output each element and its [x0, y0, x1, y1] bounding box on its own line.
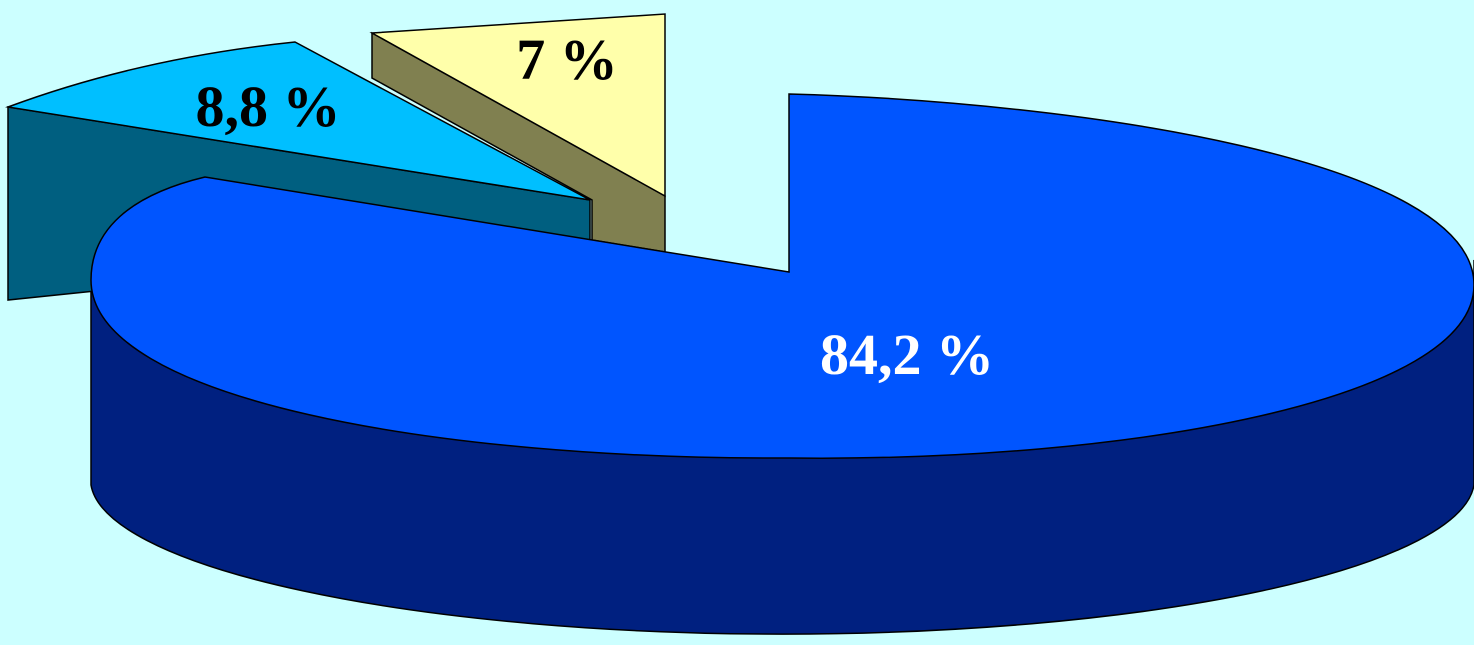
slice-label-medium: 8,8 % [196, 74, 341, 139]
slice-label-large: 84,2 % [820, 322, 994, 387]
slice-top-medium [5, 41, 591, 201]
slice-top-large [90, 93, 1474, 459]
slice-labels: 84,2 % 8,8 % 7 % [196, 27, 995, 387]
slice-tops [5, 13, 1474, 459]
slice-label-small: 7 % [516, 27, 618, 92]
slice-top-small [369, 13, 666, 198]
